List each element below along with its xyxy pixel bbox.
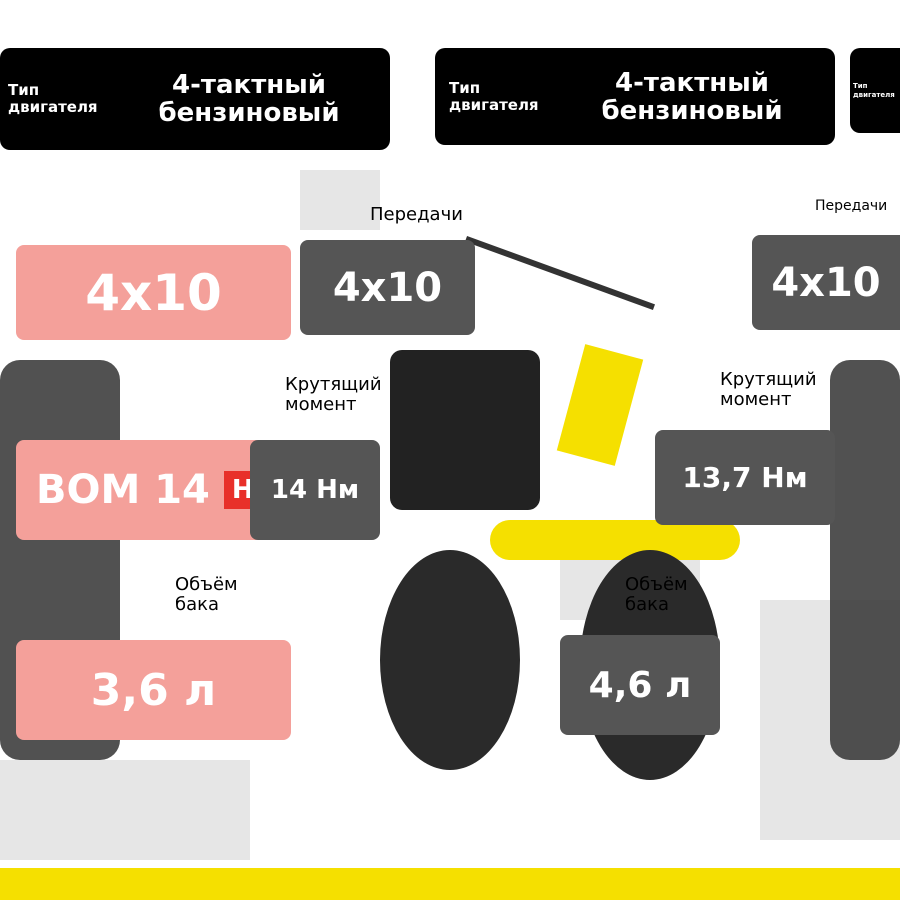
torque-value-middle: 14 Нм xyxy=(250,440,380,540)
engine-type-bar-left: Тип двигателя 4-тактный бензиновый xyxy=(0,48,390,150)
background-shape xyxy=(300,170,380,230)
gears-value-right: 4x10 xyxy=(752,235,900,330)
torque-value-left: ВОМ 14 xyxy=(36,467,210,513)
engine-type-value: 4-тактный бензиновый xyxy=(158,70,340,128)
tank-value-middle: 4,6 л xyxy=(560,635,720,735)
product-image-right xyxy=(830,360,900,760)
engine-type-bar-right: Тип двигателя xyxy=(850,48,900,133)
torque-label-middle: Крутящий момент xyxy=(285,374,382,415)
gears-value-middle: 4x10 xyxy=(300,240,475,335)
bottom-accent-strip xyxy=(0,868,900,900)
engine-type-label: Тип двигателя xyxy=(853,81,895,99)
gears-value-left: 4x10 xyxy=(16,245,291,340)
torque-label-right: Крутящий момент xyxy=(720,369,817,410)
gears-label-right: Передачи xyxy=(815,198,888,214)
background-shape xyxy=(0,760,250,860)
engine-type-label: Тип двигателя xyxy=(449,78,539,114)
engine-type-label: Тип двигателя xyxy=(8,81,98,116)
tank-label-middle: Объём бака xyxy=(175,574,238,615)
tank-value-left: 3,6 л xyxy=(16,640,291,740)
torque-value-right: 13,7 Нм xyxy=(655,430,835,525)
engine-type-bar-middle: Тип двигателя 4-тактный бензиновый xyxy=(435,48,835,145)
gears-label-middle: Передачи xyxy=(370,204,463,225)
engine-type-value: 4-тактный бензиновый xyxy=(601,67,783,126)
tank-label-right: Объём бака xyxy=(625,574,688,615)
